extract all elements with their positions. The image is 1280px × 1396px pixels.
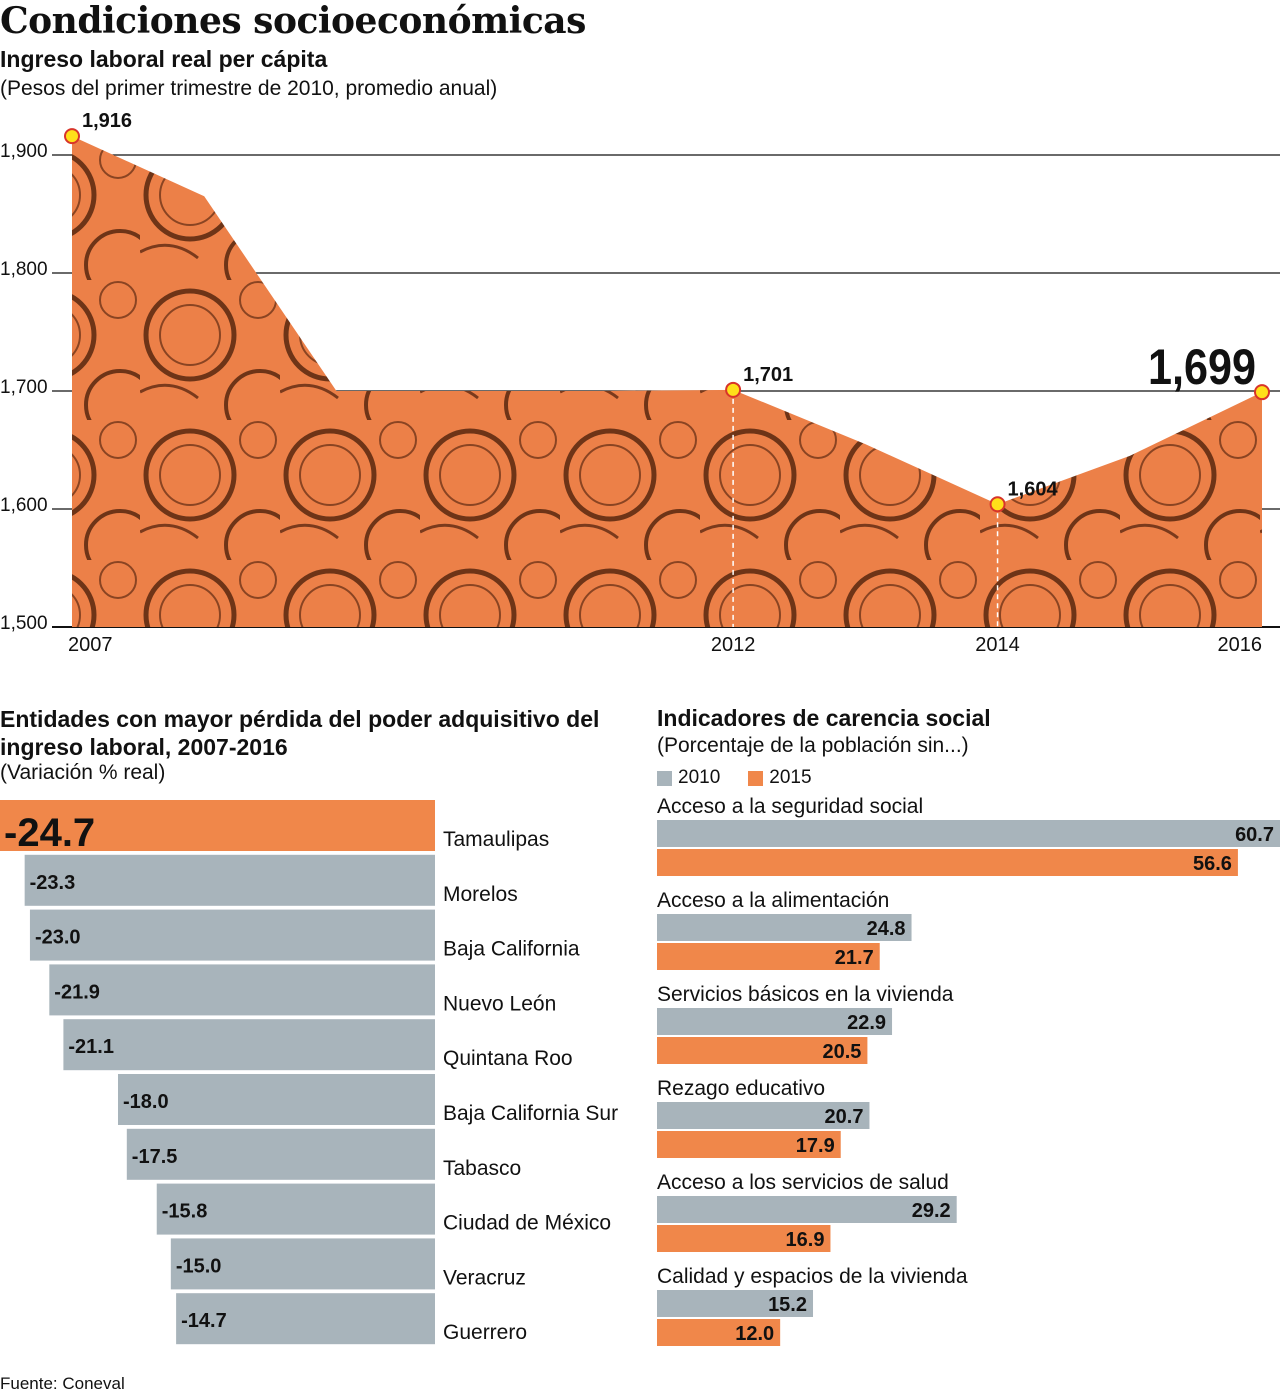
state-bar [24,854,435,906]
indicator-category-label: Acceso a los servicios de salud [657,1171,949,1194]
indicator-bar-2015 [657,849,1238,876]
state-bar [0,800,435,851]
state-category-label: Morelos [443,883,518,906]
source-note: Fuente: Coneval [0,1374,125,1393]
indicator-value-label: 20.7 [825,1106,864,1128]
state-category-label: Ciudad de México [443,1212,611,1235]
income-xtick-label: 2012 [711,634,756,656]
state-value-label: -21.9 [54,981,100,1003]
state-value-label: -15.0 [176,1255,222,1277]
legend-swatch-2010 [657,770,672,786]
indicator-value-label: 24.8 [867,918,906,940]
state-bar [170,1238,435,1290]
indicator-category-label: Rezago educativo [657,1077,825,1100]
income-ytick-label: 1,800 [0,259,48,280]
indicators-chart-title: Indicadores de carencia social [657,705,991,731]
indicator-value-label: 12.0 [735,1323,774,1345]
indicator-value-label: 20.5 [822,1041,861,1063]
states-bar-chart: -24.7 Tamaulipas -23.3 Morelos -23.0 Baja Cal… [0,800,618,1345]
indicator-bar-2015 [657,943,880,970]
state-category-label: Veracruz [443,1266,526,1289]
indicator-value-label: 29.2 [912,1200,951,1222]
state-category-label: Quintana Roo [443,1047,573,1070]
income-label: 1,701 [743,364,793,386]
state-value-label: -23.0 [35,927,81,949]
legend-label-2015: 2015 [769,767,812,788]
indicator-bar-2015 [657,1131,841,1158]
indicator-value-label: 56.6 [1193,853,1232,875]
state-value-label: -14.7 [181,1310,227,1332]
state-category-label: Baja California Sur [443,1102,618,1125]
state-value-label: -17.5 [132,1146,178,1168]
legend-label-2010: 2010 [678,767,721,788]
indicator-bar-2010 [657,1008,893,1035]
state-bar [117,1074,436,1125]
income-chart-title: Ingreso laboral real per cápita [0,46,328,72]
indicator-value-label: 21.7 [835,947,874,969]
state-value-label: -21.1 [68,1036,114,1058]
states-chart-title: Entidades con mayor pérdida del poder ad… [0,706,600,760]
state-value-label: -24.7 [4,811,95,855]
income-point [1254,384,1270,401]
indicators-bar-chart: Acceso a la seguridad social 60.756.6 Acce… [657,795,1280,1346]
income-ytick-label: 1,500 [0,613,48,634]
indicator-value-label: 15.2 [768,1294,807,1316]
indicators-legend: 2010 2015 [657,767,812,789]
indicator-category-label: Calidad y espacios de la vivienda [657,1265,968,1288]
indicator-value-label: 60.7 [1235,824,1274,846]
indicator-category-label: Acceso a la alimentación [657,889,889,912]
state-bar [29,909,436,961]
indicator-bar-2015 [657,1225,831,1252]
state-bar [176,1293,436,1345]
state-bar [49,964,436,1016]
state-category-label: Baja California [443,938,580,961]
income-xtick-label: 2007 [68,634,113,656]
state-value-label: -18.0 [123,1091,169,1113]
income-label: 1,604 [1008,478,1059,500]
indicators-chart-subtitle: (Porcentaje de la población sin...) [657,734,969,757]
income-point [64,128,80,145]
income-point [989,496,1006,513]
states-chart-subtitle: (Variación % real) [0,761,166,784]
state-bar [126,1128,435,1180]
income-ytick-label: 1,700 [0,377,48,398]
indicator-value-label: 16.9 [786,1229,825,1251]
income-area-chart: 1,500 1,600 1,700 1,800 1,900 2007 2012 2014 20… [0,110,1280,656]
indicator-bar-2010 [657,1102,870,1129]
state-category-label: Nuevo León [443,992,556,1015]
state-bar [63,1019,435,1071]
indicator-bar-2010 [657,1196,957,1223]
indicator-bar-2015 [657,1037,868,1064]
state-value-label: -15.8 [162,1201,208,1223]
main-title: Condiciones socioeconómicas [0,0,586,42]
state-value-label: -23.3 [30,872,76,894]
income-xtick-label: 2016 [1218,634,1263,656]
income-ytick-label: 1,900 [0,141,48,162]
indicator-bar-2010 [657,1290,814,1317]
income-area [72,136,1262,627]
income-xtick-label: 2014 [975,634,1020,656]
indicator-category-label: Servicios básicos en la vivienda [657,983,954,1006]
indicator-bar-2010 [657,914,912,941]
legend-swatch-2015 [748,770,764,786]
income-label-last: 1,699 [1148,339,1256,395]
state-category-label: Tabasco [443,1157,521,1180]
indicator-value-label: 22.9 [847,1012,886,1034]
income-chart-subtitle: (Pesos del primer trimestre de 2010, pro… [0,77,498,100]
state-category-label: Guerrero [443,1321,527,1344]
state-category-label: Tamaulipas [443,828,549,851]
indicator-category-label: Acceso a la seguridad social [657,795,923,818]
state-bar [156,1183,435,1235]
income-label: 1,916 [82,110,132,132]
income-ytick-label: 1,600 [0,495,48,516]
indicator-value-label: 17.9 [796,1135,835,1157]
indicator-bar-2015 [657,1319,781,1346]
indicator-bar-2010 [657,820,1280,847]
income-point [725,381,742,398]
